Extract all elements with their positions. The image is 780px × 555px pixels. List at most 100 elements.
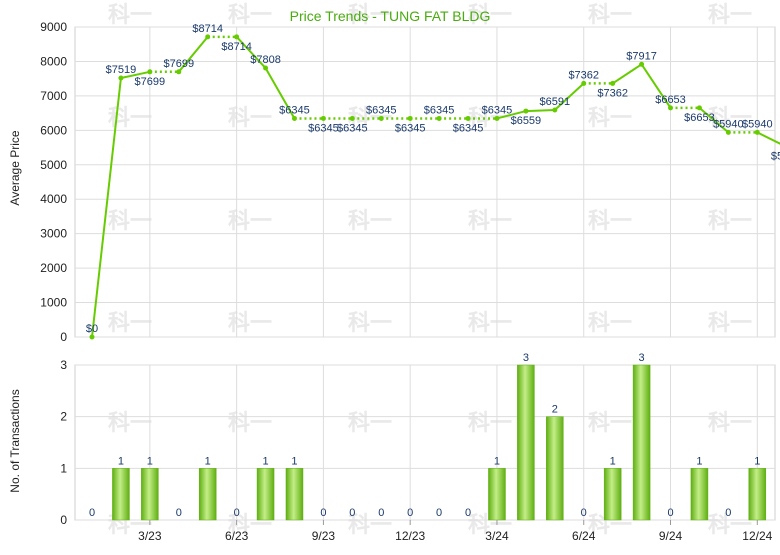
price-y-tick-label: 3000 (40, 227, 67, 241)
price-data-label: $7699 (135, 76, 166, 88)
transaction-data-label: 1 (291, 455, 297, 467)
price-data-label: $8714 (221, 41, 252, 53)
month-x-tick-label: 12/23 (395, 529, 425, 543)
transaction-data-label: 0 (89, 507, 95, 519)
price-point (755, 130, 760, 135)
transaction-bar (749, 468, 766, 520)
transactions-y-tick-label: 0 (60, 513, 67, 527)
watermark-text: 科一 (228, 311, 272, 336)
watermark-text: 科一 (348, 209, 392, 234)
price-point (234, 34, 239, 39)
price-data-label: $5940 (713, 118, 744, 130)
watermark-text: 科一 (708, 3, 752, 28)
price-point (292, 116, 297, 121)
y-axis-label-price: Average Price (8, 130, 22, 205)
price-y-tick-label: 4000 (40, 192, 67, 206)
price-point (118, 76, 123, 81)
transaction-data-label: 0 (176, 507, 182, 519)
price-data-label: $6653 (655, 94, 686, 106)
price-data-label: $6559 (511, 115, 542, 127)
price-data-label: $6345 (366, 104, 397, 116)
price-data-label: $7917 (626, 50, 657, 62)
transaction-data-label: 0 (725, 507, 731, 519)
month-x-tick-label: 6/23 (225, 529, 249, 543)
price-y-tick-label: 8000 (40, 54, 67, 68)
price-series-points (90, 34, 780, 339)
price-data-label: $6591 (540, 96, 571, 108)
price-y-tick-label: 9000 (40, 20, 67, 34)
transaction-data-label: 1 (262, 455, 268, 467)
price-data-label: $7519 (106, 64, 137, 76)
transaction-data-label: 0 (378, 507, 384, 519)
price-data-label: $7362 (597, 87, 628, 99)
price-point (321, 116, 326, 121)
watermark-text: 科一 (588, 106, 632, 131)
price-series-line (92, 37, 780, 337)
month-x-tick-label: 12/24 (742, 529, 772, 543)
price-point (350, 116, 355, 121)
transaction-bar (257, 468, 274, 520)
price-point (726, 130, 731, 135)
watermark-text: 科一 (708, 411, 752, 436)
price-line-chart: Price Trends - TUNG FAT BLDG Average Pri… (8, 8, 780, 344)
transaction-data-label: 1 (696, 455, 702, 467)
watermark-text: 科一 (588, 411, 632, 436)
price-point (408, 116, 413, 121)
watermark-text: 科一 (108, 411, 152, 436)
price-point (552, 107, 557, 112)
month-x-tick-label: 9/23 (312, 529, 336, 543)
transaction-data-label: 1 (118, 455, 124, 467)
price-data-label: $8714 (192, 23, 223, 35)
price-data-label: $5526 (771, 151, 780, 163)
transaction-data-label: 1 (205, 455, 211, 467)
price-point (523, 109, 528, 114)
price-y-tick-label: 1000 (40, 296, 67, 310)
watermark-text: 科一 (228, 3, 272, 28)
month-x-tick-label: 3/23 (138, 529, 162, 543)
price-data-label: $6345 (308, 122, 339, 134)
transaction-data-label: 3 (523, 352, 529, 364)
price-data-labels: $0$7519$7699$7699$8714$8714$7808$6345$63… (86, 23, 780, 335)
price-y-tick-label: 5000 (40, 158, 67, 172)
price-y-tick-label: 7000 (40, 89, 67, 103)
transaction-data-label: 3 (639, 352, 645, 364)
price-data-label: $7362 (568, 69, 599, 81)
transaction-bars (112, 365, 765, 520)
transactions-y-tick-label: 2 (60, 410, 67, 424)
transaction-data-label: 0 (234, 507, 240, 519)
price-line-segment (613, 64, 642, 83)
transaction-bar (286, 468, 303, 520)
price-point (610, 81, 615, 86)
price-line-segment (757, 132, 780, 146)
transaction-data-label: 0 (465, 507, 471, 519)
transaction-bar (546, 417, 563, 520)
transaction-bar (199, 468, 216, 520)
month-x-tick-label: 3/24 (485, 529, 509, 543)
transaction-data-label: 0 (349, 507, 355, 519)
transaction-data-label: 2 (552, 404, 558, 416)
price-point (639, 62, 644, 67)
chart-title: Price Trends - TUNG FAT BLDG (290, 8, 491, 24)
price-data-label: $7699 (163, 58, 194, 70)
price-point (581, 81, 586, 86)
transactions-gridlines (75, 365, 775, 520)
transaction-bar (691, 468, 708, 520)
price-line-segment (92, 78, 121, 337)
watermark-text: 科一 (228, 411, 272, 436)
transaction-data-label: 0 (436, 507, 442, 519)
watermark-text: 科一 (588, 3, 632, 28)
price-point (176, 69, 181, 74)
watermark-text: 科一 (228, 209, 272, 234)
transaction-data-label: 1 (610, 455, 616, 467)
watermark-text: 科一 (108, 3, 152, 28)
transaction-data-label: 1 (147, 455, 153, 467)
price-data-label: $0 (86, 323, 98, 335)
transactions-y-tick-label: 3 (60, 358, 67, 372)
watermark-text: 科一 (108, 311, 152, 336)
price-point (697, 105, 702, 110)
transaction-data-label: 0 (667, 507, 673, 519)
month-x-tick-label: 6/24 (572, 529, 596, 543)
price-point (379, 116, 384, 121)
watermark-text: 科一 (468, 311, 512, 336)
